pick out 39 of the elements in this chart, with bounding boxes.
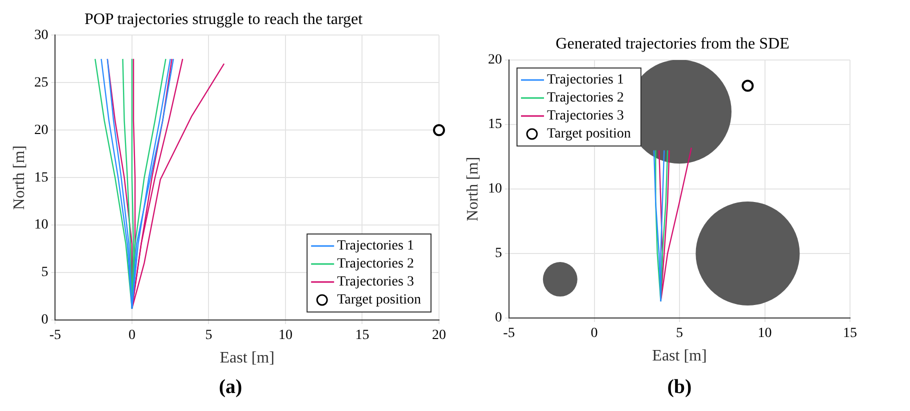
x-tick-label: 15: [355, 328, 370, 344]
y-tick-label: 10: [34, 218, 48, 233]
y-tick-label: 15: [488, 117, 502, 132]
x-tick-label: 10: [278, 328, 292, 344]
legend-label: Trajectories 1: [547, 72, 624, 88]
legend-label: Trajectories 1: [337, 238, 414, 254]
x-axis-title: East [m]: [652, 348, 707, 365]
y-axis-title: North [m]: [10, 145, 28, 210]
y-axis-title: North [m]: [464, 156, 482, 222]
legend-label: Trajectories 3: [337, 274, 414, 290]
y-tick-label: 25: [34, 75, 48, 90]
text: (b): [666, 376, 693, 399]
text: (a): [218, 376, 244, 399]
y-tick-label: 30: [34, 28, 48, 43]
legend-label: Trajectories 3: [547, 108, 624, 124]
y-tick-label: 20: [488, 52, 502, 68]
x-tick-label: 5: [676, 326, 683, 342]
x-tick-label: 0: [590, 326, 598, 342]
x-tick-label: -5: [503, 326, 515, 342]
y-tick-label: 0: [41, 312, 48, 328]
x-tick-label: 20: [432, 328, 446, 344]
legend-label: Trajectories 2: [337, 256, 414, 272]
chart-title: Generated trajectories from the SDE: [556, 36, 790, 53]
x-tick-label: -5: [49, 328, 62, 344]
legend-label: Target position: [337, 292, 422, 308]
x-tick-label: 10: [758, 326, 772, 342]
y-tick-label: 5: [495, 246, 502, 262]
x-tick-label: 15: [843, 326, 857, 342]
legend-label: Trajectories 2: [547, 90, 624, 106]
y-tick-label: 20: [34, 122, 48, 138]
x-axis-title: East [m]: [220, 350, 274, 367]
y-tick-label: 0: [495, 310, 502, 326]
chart-title: POP trajectories struggle to reach the target: [84, 10, 364, 28]
y-tick-label: 10: [488, 182, 502, 197]
y-tick-label: 5: [41, 265, 48, 280]
legend-label: Target position: [547, 126, 631, 142]
x-tick-label: 5: [205, 328, 212, 344]
y-tick-label: 15: [34, 170, 48, 186]
x-tick-label: 0: [128, 328, 136, 344]
